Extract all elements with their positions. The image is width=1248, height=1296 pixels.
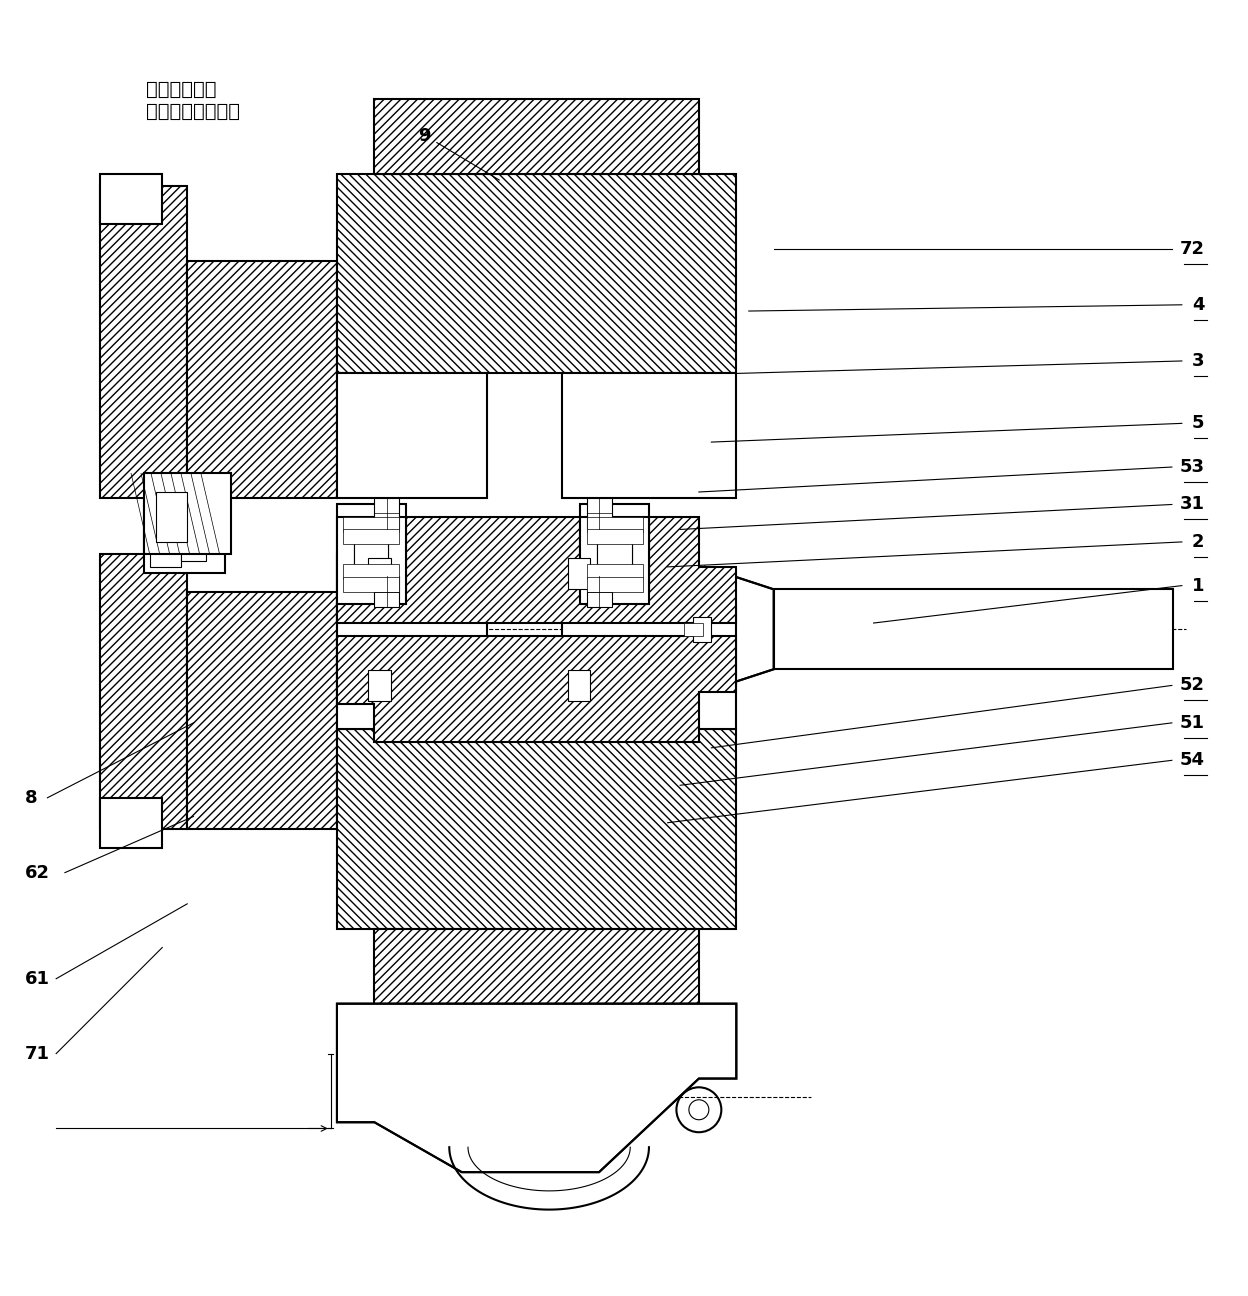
Bar [100, 555, 187, 829]
Bar [374, 98, 699, 174]
Text: 4: 4 [1192, 295, 1204, 314]
Bar [144, 504, 225, 573]
Text: 54: 54 [1179, 752, 1204, 770]
Text: 53: 53 [1179, 457, 1204, 476]
Bar [100, 174, 162, 224]
Bar [144, 473, 231, 555]
Polygon shape [337, 517, 736, 623]
Text: 52: 52 [1179, 677, 1204, 695]
Bar [354, 540, 388, 581]
Text: 缓速器外壳与
变速箱端盖的间隙: 缓速器外壳与 变速箱端盖的间隙 [146, 80, 241, 121]
Text: 9: 9 [418, 127, 431, 145]
Bar [568, 670, 590, 701]
Bar [374, 498, 399, 529]
Bar [368, 670, 391, 701]
Bar [693, 617, 711, 642]
Bar [337, 604, 487, 730]
Bar [100, 187, 187, 498]
Bar [181, 511, 206, 561]
Polygon shape [705, 566, 774, 692]
Text: 8: 8 [25, 789, 37, 806]
Text: 1: 1 [1192, 577, 1204, 595]
Bar [374, 929, 699, 1003]
Text: 72: 72 [1179, 240, 1204, 258]
Text: 61: 61 [25, 969, 50, 988]
Text: 31: 31 [1179, 495, 1204, 513]
Bar [156, 492, 187, 542]
Bar [187, 592, 337, 829]
Bar [100, 798, 162, 848]
Bar [587, 517, 643, 531]
Bar [684, 623, 703, 635]
Bar [562, 604, 736, 730]
Bar [598, 529, 631, 568]
Bar [337, 373, 487, 498]
Bar [587, 577, 643, 592]
Bar [374, 577, 399, 608]
Polygon shape [337, 1003, 736, 1172]
Bar [337, 174, 736, 373]
Text: 5: 5 [1192, 415, 1204, 433]
Text: 62: 62 [25, 863, 50, 881]
Text: 3: 3 [1192, 353, 1204, 369]
Bar [587, 577, 612, 608]
Bar [354, 529, 388, 568]
Bar [580, 504, 649, 592]
Polygon shape [337, 635, 736, 741]
Bar [568, 557, 590, 588]
Bar [562, 373, 736, 498]
Bar [587, 530, 643, 544]
Bar [343, 564, 399, 579]
Bar [580, 517, 649, 604]
Bar [587, 564, 643, 579]
Bar [337, 730, 736, 929]
Bar [337, 504, 406, 592]
Bar [150, 511, 181, 566]
Text: 51: 51 [1179, 714, 1204, 732]
Text: 71: 71 [25, 1045, 50, 1063]
Bar [368, 557, 391, 588]
Text: 2: 2 [1192, 533, 1204, 551]
Bar [187, 260, 337, 498]
Bar [343, 530, 399, 544]
Bar [598, 540, 631, 581]
Bar [587, 498, 612, 529]
Bar [343, 517, 399, 531]
Bar [343, 577, 399, 592]
Bar [774, 590, 1173, 669]
Bar [337, 517, 406, 604]
